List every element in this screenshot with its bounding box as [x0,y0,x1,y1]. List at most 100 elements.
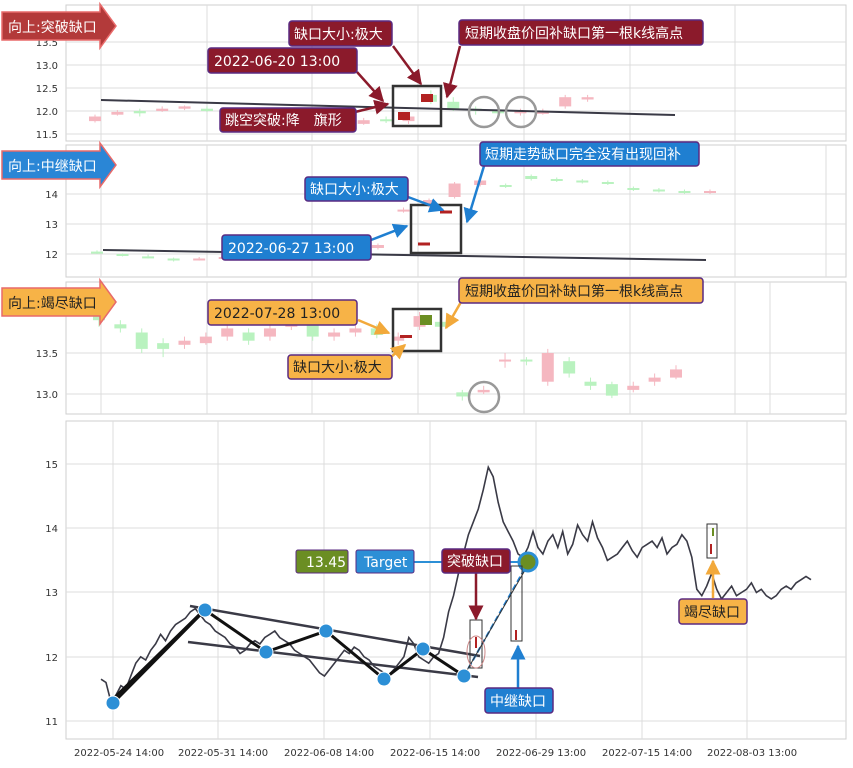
svg-text:竭尽缺口: 竭尽缺口 [684,605,740,621]
p3-candle-10 [306,324,319,337]
main-channel-lower [187,640,479,679]
p1-fill-circle-2 [504,95,538,129]
p3-candle-18 [477,389,490,393]
p1-candle-13 [380,119,393,122]
p2-candle-18 [550,179,563,181]
p2-gap-candle-1 [440,210,452,214]
p1-callout-size: 缺口大小:极大 [288,20,393,47]
p3-candle-0 [93,316,105,321]
p2-ytick-1: 13 [45,220,58,231]
p2-ytick-2: 14 [45,190,58,201]
panel-3-frame [65,281,847,415]
p1-candle-5 [200,108,213,111]
p3-candle-6 [221,328,234,337]
p3-callout-size: 缺口大小:极大 [287,354,393,380]
main-ytick-0: 11 [45,717,58,728]
p3-candle-19 [499,359,512,362]
p2-callout-size: 缺口大小:极大 [304,176,409,202]
svg-text:缺口大小:极大: 缺口大小:极大 [293,360,382,376]
arrow-p1-size [391,45,423,86]
p3-candle-24 [605,384,618,396]
main-gap-label-exhaustion: 竭尽缺口 [678,598,748,625]
arrow-p3-fill [444,301,463,330]
p1-candle-19 [514,111,527,114]
main-line-layer [100,464,812,704]
p2-candle-19 [576,180,589,183]
p1-candle-4 [178,106,191,109]
main-xtick-2: 2022-06-08 14:00 [284,748,374,759]
svg-text:短期走势缺口完全没有出现回补: 短期走势缺口完全没有出现回补 [485,146,681,163]
p1-candle-16 [447,101,460,109]
arrow-p3-date [357,318,391,335]
p3-candle-1 [114,324,127,329]
p3-candle-5 [199,336,212,344]
p2-candle-1 [116,254,129,256]
svg-text:Target: Target [363,555,408,571]
zigzag-marker-2 [258,644,274,660]
p1-candle-21 [559,97,572,107]
p3-tag: 向上:竭尽缺口 [1,277,117,327]
p2-candle-3 [167,258,180,261]
p1-ytick-1: 12.0 [36,107,58,118]
p3-candle-3 [157,343,170,349]
target-marker [517,551,539,573]
main-ytick-2: 13 [45,588,58,599]
p2-tag: 向上:中继缺口 [1,140,117,190]
p2-candle-21 [627,188,640,190]
p3-tag-text: 向上:竭尽缺口 [8,296,97,312]
main-xtick-4: 2022-06-29 13:00 [496,748,586,759]
svg-text:缺口大小:极大: 缺口大小:极大 [294,27,383,43]
p1-gap-candle-1 [421,94,433,102]
p3-candle-2 [135,332,148,349]
p3-candle-14 [392,336,405,341]
zigzag-marker-6 [456,668,472,684]
main-xtick-1: 2022-05-31 14:00 [178,748,268,759]
zigzag-marker-5 [415,641,431,657]
p2-candle-12 [397,209,410,212]
p1-candle-0 [89,116,101,122]
main-price-label: 13.45 [295,549,349,574]
p3-candle-26 [648,377,661,382]
main-markers [105,551,539,711]
main-target-label: Target [355,549,415,574]
arrow-p3-size [389,344,407,360]
p2-candle-0 [91,251,103,254]
zigzag-marker-0 [105,695,121,711]
svg-text:短期收盘价回补缺口第一根k线高点: 短期收盘价回补缺口第一根k线高点 [465,25,683,42]
p1-callout-fill: 短期收盘价回补缺口第一根k线高点 [458,19,704,46]
main-panel-frame [65,420,847,740]
main-gap-label-continuation: 中继缺口 [484,687,554,714]
main-gap-box-2 [510,565,523,642]
p1-candle-1 [111,111,124,115]
p3-candle-12 [349,328,362,333]
p2-tag-text: 向上:中继缺口 [8,159,97,175]
p1-candle-3 [156,108,169,111]
main-xtick-3: 2022-06-15 14:00 [390,748,480,759]
p3-candle-8 [263,328,276,337]
p2-candle-2 [142,256,155,259]
p2-candle-17 [525,176,538,179]
p3-gap-candle-0 [420,315,432,325]
p3-candle-15 [413,316,426,327]
p3-candle-25 [627,385,640,390]
p2-ytick-0: 12 [45,250,58,261]
p1-candle-2 [133,111,146,114]
p3-candle-11 [328,332,341,337]
axis-text-layer: 11.5 12.0 12.5 13.0 13.5 12 13 14 13.0 13.5 11 12 13… [36,38,797,759]
svg-text:突破缺口: 突破缺口 [447,554,503,570]
svg-text:2022-06-27 13:00: 2022-06-27 13:00 [228,241,354,257]
p2-trend-line [102,249,707,261]
main-ytick-1: 12 [45,653,58,664]
main-gap-box-3 [706,523,718,559]
p2-callout-date: 2022-06-27 13:00 [221,234,372,261]
p3-candle-21 [541,353,554,382]
p1-tag-text: 向上:突破缺口 [8,20,97,36]
p3-callout-fill: 短期收盘价回补缺口第一根k线高点 [458,277,704,304]
p1-ytick-4: 13.5 [36,38,58,49]
arrow-p2-size [407,195,445,213]
p3-gap-candle-1 [400,335,412,338]
p2-callout-fill: 短期走势缺口完全没有出现回补 [479,141,700,167]
main-xtick-6: 2022-08-03 13:00 [707,748,797,759]
panel-2-frame [65,144,847,278]
